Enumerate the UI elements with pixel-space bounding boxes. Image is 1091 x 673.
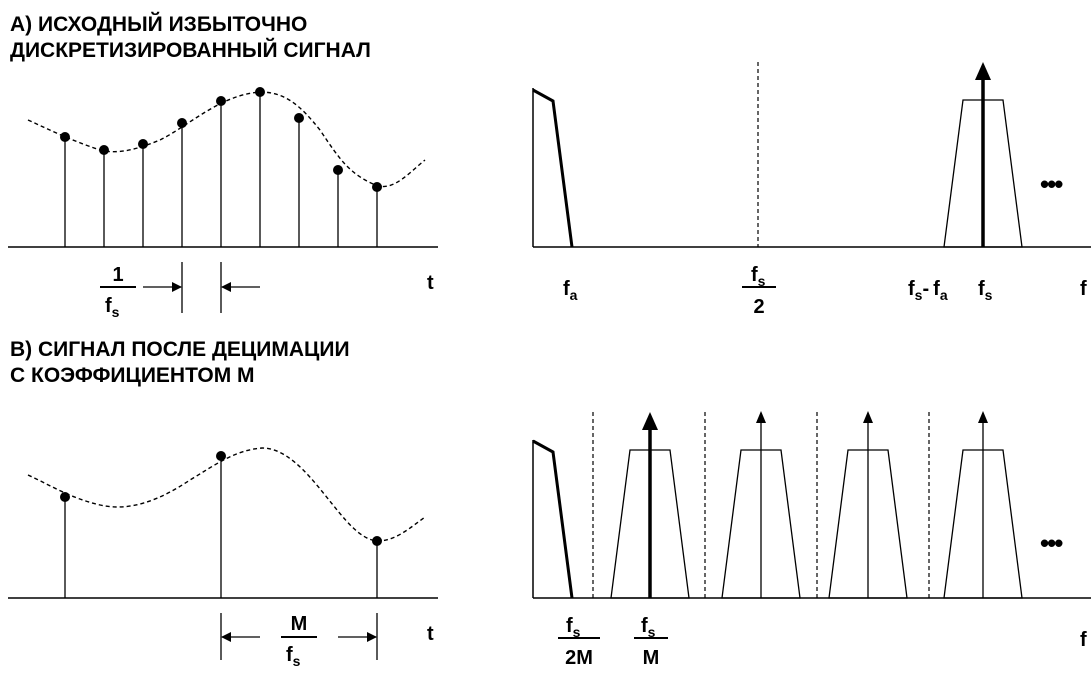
panel-a-baseband-spectrum [532, 88, 574, 248]
sample-dot [138, 139, 148, 149]
sample-dot [333, 165, 343, 175]
interval-numerator: M [291, 613, 308, 635]
panel-b-title: B) СИГНАЛ ПОСЛЕ ДЕЦИМАЦИИ С КОЭФФИЦИЕНТО… [10, 337, 350, 389]
sample-dot [216, 96, 226, 106]
panel-a-time-axis-label: t [427, 272, 434, 294]
panel-b-samples [64, 456, 378, 598]
interval-denominator: fs [105, 295, 120, 320]
panel-a-interval-marker: 1 fs [100, 262, 260, 320]
panel-b-dividers [592, 412, 930, 598]
panel-b-spectrum: ••• fs 2M fs M f [532, 411, 1091, 669]
sample-dot [372, 182, 382, 192]
label-fs-minus-fa: fs-fa [908, 278, 948, 303]
sample-dot [99, 145, 109, 155]
panel-a-image-spectrum [943, 99, 1023, 248]
panel-b-title-line1: B) СИГНАЛ ПОСЛЕ ДЕЦИМАЦИИ [10, 338, 350, 361]
svg-text:2: 2 [753, 296, 764, 318]
panel-a-spectrum: ••• fa fs 2 fs-fa fs f [532, 62, 1091, 318]
panel-b-impulse-arrowhead [978, 411, 988, 423]
svg-text:fs: fs [641, 615, 656, 640]
interval-numerator: 1 [112, 264, 123, 286]
sample-dot [216, 451, 226, 461]
sample-dot [255, 87, 265, 97]
panel-b-interval-marker: M fs [220, 613, 378, 669]
panel-a-fs-impulse-arrowhead [975, 62, 991, 80]
panel-b-analog-signal-curve [27, 447, 426, 542]
sample-dot [372, 536, 382, 546]
label-fs-over-2: fs 2 [742, 264, 776, 318]
svg-text:fs: fs [566, 615, 581, 640]
panel-b-baseband-spectrum [532, 439, 574, 599]
panel-a-title: A) ИСХОДНЫЙ ИЗБЫТОЧНО ДИСКРЕТИЗИРОВАННЫЙ… [10, 12, 371, 64]
interval-denominator: fs [286, 644, 301, 669]
panel-b-impulse-arrowhead [756, 411, 766, 423]
label-fs: fs [978, 278, 993, 303]
panel-b-impulse-arrowhead [863, 411, 873, 423]
panel-a-title-line1: A) ИСХОДНЫЙ ИЗБЫТОЧНО [10, 13, 308, 36]
svg-text:2M: 2M [565, 647, 593, 669]
panel-b-time-axis-label: t [427, 623, 434, 645]
sample-dot [177, 118, 187, 128]
label-fs-over-m: fs M [634, 615, 668, 669]
panel-b-image-spectrum [943, 449, 1023, 599]
panel-b-thin-arrowheads [756, 411, 988, 423]
sample-dot [294, 113, 304, 123]
svg-text:M: M [643, 647, 660, 669]
panel-b-image-spectrum [610, 449, 690, 599]
sample-dot [60, 492, 70, 502]
panel-a-ellipsis: ••• [1040, 169, 1063, 199]
panel-a-title-line2: ДИСКРЕТИЗИРОВАННЫЙ СИГНАЛ [10, 39, 371, 62]
panel-a-sample-dots [60, 87, 382, 192]
panel-b-thin-impulses [760, 418, 984, 598]
panel-b-image-spectrum [721, 449, 801, 599]
sample-dot [60, 132, 70, 142]
panel-b-image-spectrum [828, 449, 908, 599]
panel-b-image-spectra [610, 449, 1023, 599]
label-fs-over-2m: fs 2M [558, 615, 600, 669]
panel-b-fm-impulse-arrowhead [642, 412, 658, 430]
panel-a-samples [64, 92, 378, 247]
panel-b-ellipsis: ••• [1040, 528, 1063, 558]
panel-b-time-domain: M fs t [8, 447, 438, 669]
panel-b-sample-dots [60, 451, 382, 546]
label-fa: fa [563, 278, 578, 303]
panel-b-freq-axis-label: f [1080, 629, 1087, 651]
panel-a-analog-signal-curve [27, 91, 426, 188]
panel-a-time-domain: 1 fs t [8, 87, 438, 320]
svg-text:fs: fs [751, 264, 766, 289]
panel-b-title-line2: С КОЭФФИЦИЕНТОМ M [10, 364, 255, 387]
panel-a-freq-axis-label: f [1080, 278, 1087, 300]
